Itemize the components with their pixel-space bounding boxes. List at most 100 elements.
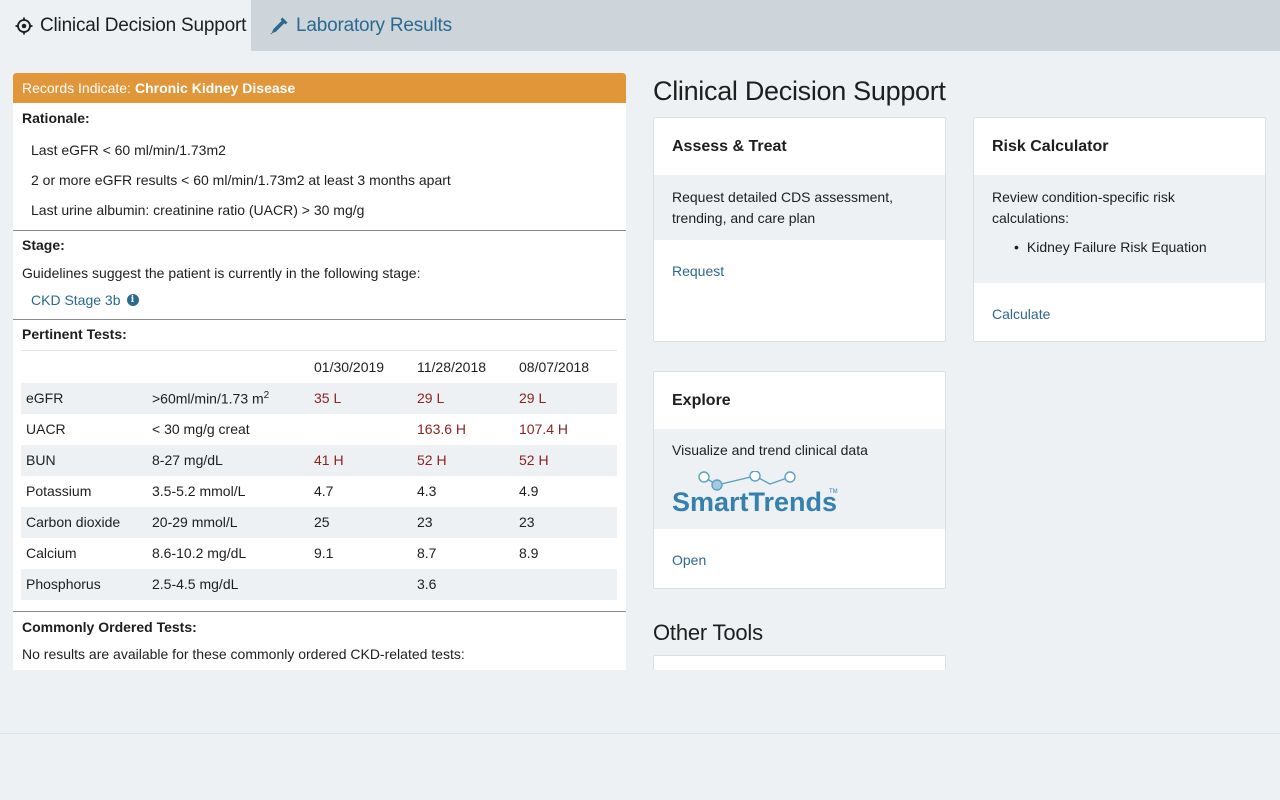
reference-range: >60ml/min/1.73 m2	[147, 383, 309, 414]
test-name: eGFR	[26, 390, 64, 406]
rationale-item: 2 or more eGFR results < 60 ml/min/1.73m…	[31, 172, 451, 188]
list-item: Kidney Failure Risk Equation	[1014, 237, 1247, 258]
ckd-stage-link[interactable]: CKD Stage 3b i	[31, 292, 139, 308]
test-value: 41 H	[314, 452, 344, 468]
reference-range-text: 3.5-5.2 mmol/L	[152, 483, 246, 499]
reference-range: 8.6-10.2 mg/dL	[147, 538, 309, 569]
logo-text: SmartTrends	[672, 487, 837, 517]
test-name: UACR	[26, 421, 66, 437]
test-name: Potassium	[26, 483, 92, 499]
common-tests-title: Commonly Ordered Tests:	[22, 619, 197, 635]
pipette-icon	[270, 17, 288, 34]
calculate-link[interactable]: Calculate	[992, 306, 1051, 322]
info-icon[interactable]: i	[126, 294, 139, 306]
test-value: 4.9	[519, 483, 539, 499]
test-name: Phosphorus	[26, 576, 101, 592]
test-value	[514, 569, 617, 600]
reference-range: 20-29 mmol/L	[147, 507, 309, 538]
test-value: 23	[417, 514, 433, 530]
tab-label: Laboratory Results	[296, 14, 452, 36]
card-body: Review condition-specific risk calculati…	[974, 175, 1265, 283]
tab-laboratory-results[interactable]: Laboratory Results	[251, 0, 481, 51]
card-body: Visualize and trend clinical data SmartT…	[654, 429, 945, 529]
stage-description: Guidelines suggest the patient is curren…	[22, 265, 421, 281]
test-value: 52 H	[519, 452, 549, 468]
table-row: Carbon dioxide 20-29 mmol/L 25 23 23	[21, 506, 617, 538]
condition-name: Chronic Kidney Disease	[134, 80, 296, 96]
section-divider	[13, 611, 626, 612]
reference-range: 2.5-4.5 mg/dL	[147, 569, 309, 600]
rationale-title: Rationale:	[22, 110, 90, 126]
table-row: Calcium 8.6-10.2 mg/dL 9.1 8.7 8.9	[21, 538, 617, 569]
reference-range-text: >60ml/min/1.73 m	[152, 390, 264, 407]
condition-panel: Records Indicate: Chronic Kidney Disease…	[13, 73, 626, 670]
test-value: 29 L	[417, 390, 445, 406]
smarttrends-logo-graphic: SmartTrends TM	[672, 470, 838, 517]
assess-treat-card: Assess & Treat Request detailed CDS asse…	[653, 117, 946, 342]
stage-value: CKD Stage 3b	[31, 292, 121, 308]
other-tools-card	[653, 655, 946, 670]
column-header-date: 11/28/2018	[412, 350, 514, 383]
section-divider	[13, 319, 626, 320]
column-header	[21, 350, 147, 383]
card-title: Risk Calculator	[992, 137, 1109, 155]
table-row: BUN 8-27 mg/dL 41 H 52 H 52 H	[21, 444, 617, 476]
test-value: 23	[519, 514, 535, 530]
request-link[interactable]: Request	[672, 263, 725, 279]
card-body: Request detailed CDS assessment, trendin…	[654, 175, 945, 240]
table-row: eGFR >60ml/min/1.73 m2 35 L 29 L 29 L	[21, 382, 617, 414]
card-body-text: Visualize and trend clinical data	[672, 442, 868, 458]
footer-divider	[0, 733, 1280, 734]
section-divider	[13, 230, 626, 231]
test-value	[309, 569, 412, 600]
column-header-date: 08/07/2018	[514, 350, 617, 383]
condition-alert-bar: Records Indicate: Chronic Kidney Disease	[13, 73, 626, 103]
card-title: Explore	[672, 391, 731, 409]
tab-clinical-decision-support[interactable]: Clinical Decision Support	[0, 0, 251, 51]
card-body-text: Review condition-specific risk calculati…	[992, 189, 1175, 226]
reference-range-text: 8.6-10.2 mg/dL	[152, 545, 247, 561]
test-value: 25	[314, 514, 330, 530]
reference-range: 8-27 mg/dL	[147, 445, 309, 476]
reference-range: < 30 mg/g creat	[147, 414, 309, 445]
test-value	[309, 414, 412, 445]
cds-heading: Clinical Decision Support	[653, 76, 946, 106]
condition-prefix: Records Indicate:	[22, 80, 131, 96]
test-value: 4.7	[314, 483, 334, 499]
rationale-item: Last eGFR < 60 ml/min/1.73m2	[31, 142, 226, 158]
test-name: Calcium	[26, 545, 77, 561]
table-row: UACR < 30 mg/g creat 163.6 H 107.4 H	[21, 414, 617, 445]
test-value: 4.3	[417, 483, 437, 499]
tab-label: Clinical Decision Support	[40, 14, 247, 36]
common-tests-text: No results are available for these commo…	[22, 646, 465, 662]
open-link[interactable]: Open	[672, 552, 707, 568]
card-title: Assess & Treat	[672, 137, 787, 155]
test-value: 35 L	[314, 390, 342, 406]
test-name: BUN	[26, 452, 56, 468]
column-header	[147, 350, 309, 383]
test-value: 29 L	[519, 390, 547, 406]
test-value: 9.1	[314, 545, 334, 561]
other-tools-heading: Other Tools	[653, 620, 763, 645]
risk-calculator-card: Risk Calculator Review condition-specifi…	[973, 117, 1266, 342]
reference-range-text: 20-29 mmol/L	[152, 514, 238, 530]
table-row: Potassium 3.5-5.2 mmol/L 4.7 4.3 4.9	[21, 476, 617, 507]
table-row: Phosphorus 2.5-4.5 mg/dL 3.6	[21, 568, 617, 600]
test-value: 8.7	[417, 545, 437, 561]
test-value: 3.6	[417, 576, 437, 592]
smarttrends-logo: SmartTrends TM	[672, 470, 927, 517]
logo-tm: TM	[829, 489, 838, 495]
tab-bar: Clinical Decision Support Laboratory Res…	[0, 0, 1280, 51]
reference-range-text: 2.5-4.5 mg/dL	[152, 576, 239, 592]
pertinent-tests-table: 01/30/2019 11/28/2018 08/07/2018 eGFR >60…	[21, 350, 617, 600]
reference-range-text: < 30 mg/g creat	[152, 421, 250, 437]
test-name: Carbon dioxide	[26, 514, 121, 530]
test-value: 52 H	[417, 452, 447, 468]
reference-range-text: 8-27 mg/dL	[152, 452, 223, 468]
reference-range-superscript: 2	[263, 389, 270, 401]
explore-card: Explore Visualize and trend clinical dat…	[653, 371, 946, 589]
rationale-item: Last urine albumin: creatinine ratio (UA…	[31, 202, 365, 218]
test-value: 8.9	[519, 545, 539, 561]
table-header-row: 01/30/2019 11/28/2018 08/07/2018	[21, 350, 617, 383]
test-value: 163.6 H	[417, 421, 467, 437]
